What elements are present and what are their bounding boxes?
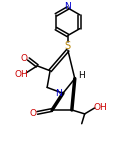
Text: H: H (78, 71, 84, 80)
Text: O: O (30, 109, 36, 118)
Text: OH: OH (93, 103, 106, 111)
Text: S: S (64, 41, 70, 51)
Text: O: O (21, 54, 28, 62)
Text: N: N (55, 89, 62, 98)
Text: OH: OH (14, 70, 28, 79)
Text: N: N (64, 2, 71, 11)
